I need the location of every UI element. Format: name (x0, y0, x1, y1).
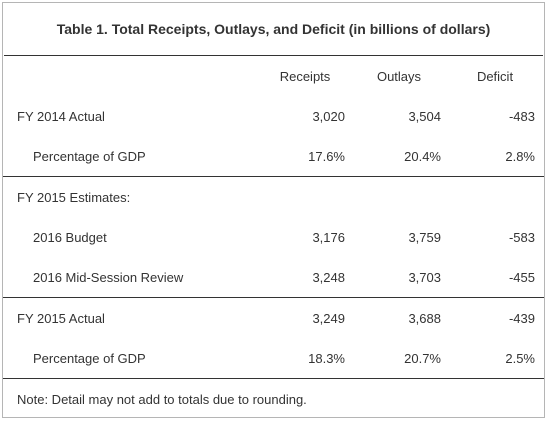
cell-outlays: 20.7% (404, 350, 441, 366)
table-row-fy2014-actual: FY 2014 Actual 3,020 3,504 -483 (3, 96, 544, 136)
budget-table: Table 1. Total Receipts, Outlays, and De… (2, 2, 545, 418)
row-label: Percentage of GDP (33, 148, 146, 164)
cell-deficit: 2.5% (505, 350, 535, 366)
header-receipts: Receipts (279, 68, 331, 84)
row-label: 2016 Budget (33, 229, 107, 245)
row-label: FY 2015 Estimates: (17, 189, 131, 205)
cell-outlays: 20.4% (404, 148, 441, 164)
table-note: Note: Detail may not add to totals due t… (3, 378, 544, 419)
cell-deficit: 2.8% (505, 148, 535, 164)
cell-deficit: -583 (508, 229, 535, 245)
cell-outlays: 3,703 (408, 269, 441, 285)
cell-outlays: 3,759 (408, 229, 441, 245)
header-deficit: Deficit (476, 68, 514, 84)
table-row-fy2015-actual: FY 2015 Actual 3,249 3,688 -439 (3, 297, 544, 338)
table-row-2016-budget: 2016 Budget 3,176 3,759 -583 (3, 217, 544, 257)
table-row-fy2015-pct-gdp: Percentage of GDP 18.3% 20.7% 2.5% (3, 338, 544, 378)
header-outlays: Outlays (376, 68, 422, 84)
cell-receipts: 3,176 (312, 229, 345, 245)
table-row-fy2014-pct-gdp: Percentage of GDP 17.6% 20.4% 2.8% (3, 136, 544, 176)
cell-receipts: 3,249 (312, 310, 345, 326)
table-row-2016-mid-session-review: 2016 Mid-Session Review 3,248 3,703 -455 (3, 257, 544, 297)
row-label: FY 2014 Actual (17, 108, 105, 124)
cell-receipts: 17.6% (308, 148, 345, 164)
row-label: FY 2015 Actual (17, 310, 105, 326)
cell-receipts: 3,020 (312, 108, 345, 124)
table-row-fy2015-estimates: FY 2015 Estimates: (3, 176, 544, 217)
header-row: Receipts Outlays Deficit (3, 56, 544, 96)
cell-outlays: 3,504 (408, 108, 441, 124)
row-label: 2016 Mid-Session Review (33, 269, 184, 285)
table-title: Table 1. Total Receipts, Outlays, and De… (4, 3, 543, 56)
cell-deficit: -439 (508, 310, 535, 326)
cell-deficit: -483 (508, 108, 535, 124)
cell-receipts: 3,248 (312, 269, 345, 285)
cell-outlays: 3,688 (408, 310, 441, 326)
cell-deficit: -455 (508, 269, 535, 285)
cell-receipts: 18.3% (308, 350, 345, 366)
row-label: Percentage of GDP (33, 350, 146, 366)
